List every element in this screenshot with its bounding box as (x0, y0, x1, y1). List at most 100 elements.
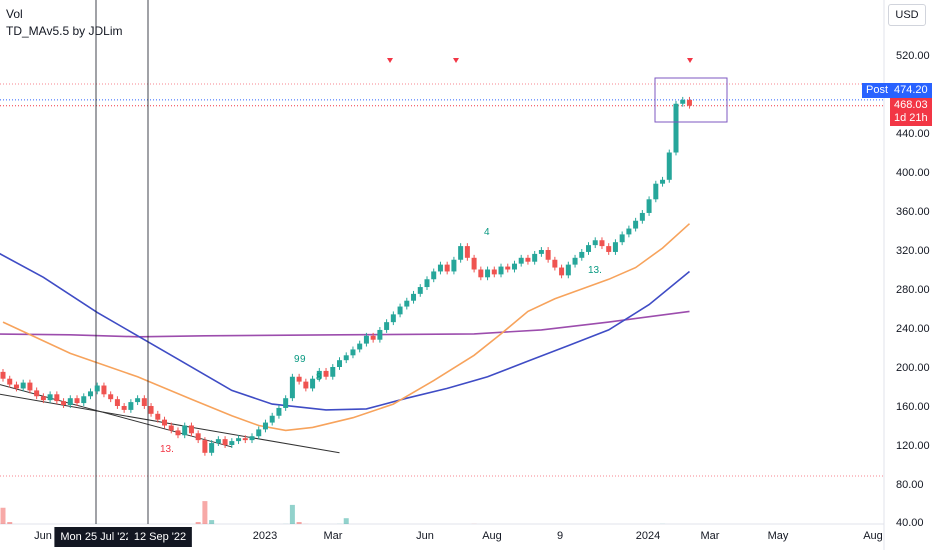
volume-bar (195, 522, 201, 524)
candle-body (215, 439, 221, 444)
candle-body (34, 390, 40, 397)
candle-body (363, 335, 369, 344)
volume-tick-label: 40.00 (896, 517, 924, 529)
candle-body (525, 257, 531, 262)
price-tick-label: 200.00 (896, 362, 930, 374)
candle-body (74, 398, 80, 404)
candle-body (343, 355, 349, 361)
candle-body (175, 430, 181, 436)
candle-body (559, 267, 565, 276)
price-tick-label: 160.00 (896, 401, 930, 413)
candle-body (390, 314, 396, 323)
candle-body (323, 370, 329, 377)
candle-body (411, 293, 417, 301)
bar-countdown: 1d 21h (890, 111, 932, 126)
candle-body (330, 367, 336, 377)
candle-body (249, 436, 255, 441)
candle-body (27, 382, 33, 391)
candle-body (337, 360, 342, 367)
candle-body (646, 199, 652, 213)
candle-body (666, 152, 672, 180)
candle-body (404, 300, 410, 307)
td-count-label: 4 (484, 227, 490, 238)
candle-body (471, 257, 477, 270)
candle-body (350, 349, 356, 356)
currency-button[interactable]: USD (888, 4, 926, 26)
candle-body (141, 398, 147, 406)
x-label-may: May (767, 530, 789, 542)
candle-body (485, 269, 491, 278)
candle-body (209, 443, 215, 453)
candle-body (606, 246, 612, 252)
candle-body (242, 438, 248, 441)
candle-body (47, 394, 53, 401)
td-count-label: 9 (300, 354, 306, 365)
x-label-aug: Aug (482, 530, 502, 542)
candle-body (639, 212, 645, 221)
crosshair-date-label-1: Mon 25 Jul '22 (54, 527, 138, 547)
candle-body (565, 264, 571, 276)
candle-body (108, 394, 114, 400)
candle-body (451, 259, 457, 272)
candle-body (478, 269, 484, 278)
ma-blue-line (0, 252, 691, 411)
price-tick-label: 520.00 (896, 50, 930, 62)
candle-body (101, 385, 107, 395)
candle-body (121, 406, 127, 410)
x-label-2023: 2023 (252, 530, 278, 542)
candle-body (579, 251, 585, 258)
price-tick-label: 320.00 (896, 245, 930, 257)
candle-body (276, 407, 282, 416)
candle-body (444, 264, 450, 272)
candle-body (424, 279, 430, 288)
td-count-label: 13. (588, 265, 602, 276)
candle-body (660, 179, 666, 184)
candle-body (236, 438, 242, 442)
candle-body (283, 398, 289, 408)
candle-body (262, 422, 268, 430)
crosshair-date-label-2: 12 Sep '22 (127, 527, 193, 547)
candle-body (592, 240, 598, 246)
candle-body (310, 378, 316, 389)
td-count-label: 8 (316, 372, 322, 383)
td-count-label: 9 (294, 354, 300, 365)
x-label-aug-2: Aug (863, 530, 883, 542)
candle-body (87, 391, 93, 397)
candle-body (135, 398, 141, 403)
sell-arrow (387, 58, 393, 63)
candle-body (511, 263, 517, 270)
candle-body (128, 402, 134, 410)
candle-body (303, 381, 309, 389)
candle-body (222, 439, 228, 445)
candle-body (545, 250, 551, 260)
candle-body (296, 376, 302, 382)
candle-body (229, 441, 235, 445)
ma-orange-line (2, 223, 691, 432)
price-tick-label: 280.00 (896, 284, 930, 296)
candle-body (67, 398, 73, 406)
highlight-box (654, 77, 728, 123)
candle-body (114, 399, 120, 406)
volume-bar (343, 518, 349, 524)
candle-body (505, 266, 511, 270)
candle-body (464, 246, 470, 258)
candle-body (162, 419, 168, 426)
price-tick-label: 120.00 (896, 440, 930, 452)
volume-bar (296, 522, 302, 524)
candle-body (491, 269, 497, 275)
legend: Vol TD_MAv5.5 by JDLim (6, 6, 122, 40)
candle-body (256, 429, 262, 437)
candle-body (572, 257, 578, 265)
post-market-price: 474.20 (890, 83, 932, 98)
candle-body (384, 322, 390, 330)
candle-body (612, 242, 618, 252)
candle-body (680, 99, 686, 104)
x-label-mar-2: Mar (700, 530, 720, 542)
volume-tick-label: 80.00 (896, 479, 924, 491)
volume-bar (289, 504, 295, 524)
candle-body (397, 306, 403, 315)
price-tick-label: 360.00 (896, 206, 930, 218)
candle-body (0, 371, 6, 379)
candle-body (40, 396, 46, 401)
